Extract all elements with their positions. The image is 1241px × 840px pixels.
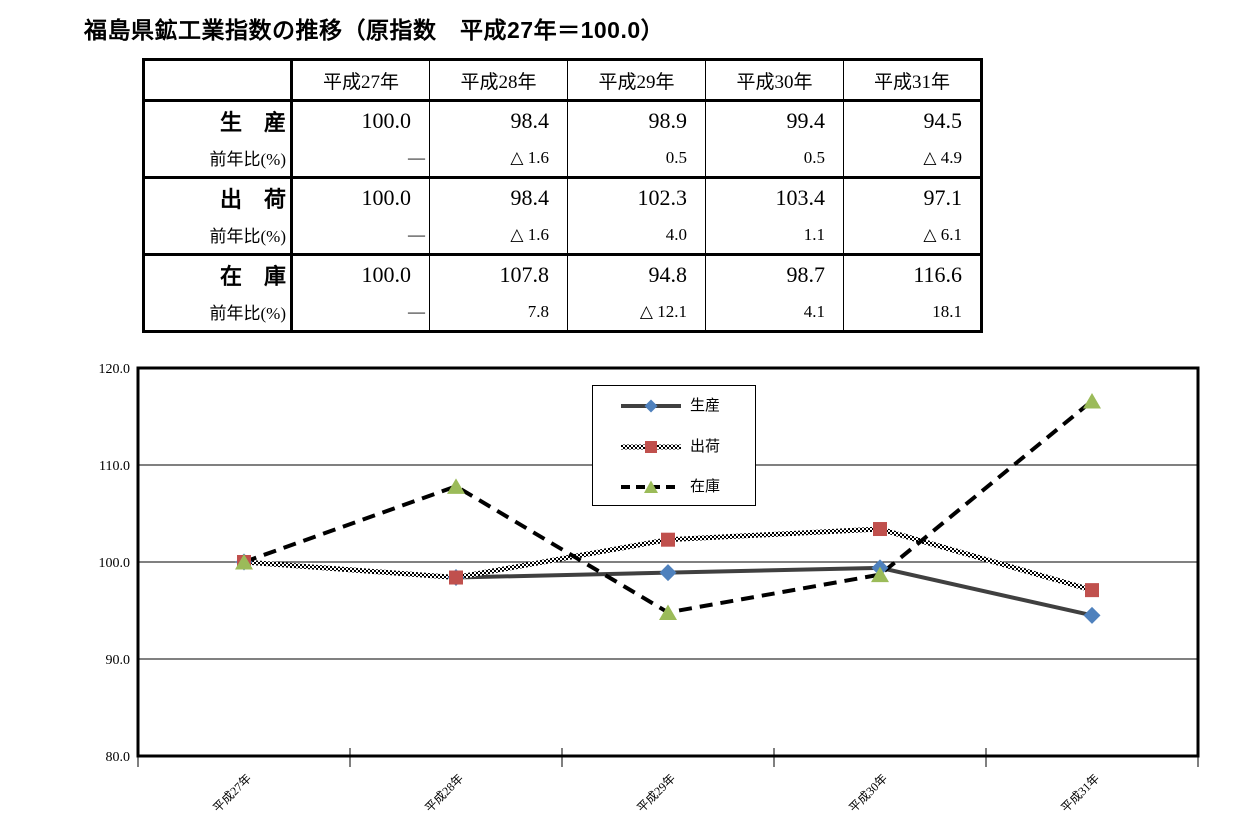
table-row-shipments: 出 荷 100.0 98.4 102.3 103.4 97.1 xyxy=(143,177,982,216)
table-row-inventory-yoy: 前年比(%) — 7.8 △ 12.1 4.1 18.1 xyxy=(143,293,982,332)
x-axis-label: 平成31年 xyxy=(1058,771,1102,815)
year-header: 平成30年 xyxy=(705,59,844,102)
cell-yoy: 4.0 xyxy=(567,216,706,256)
cell-value: 97.1 xyxy=(843,177,982,216)
row-label-inventory: 在 庫 xyxy=(143,254,293,293)
marker-shipments xyxy=(1085,583,1099,598)
table-corner-cell xyxy=(143,59,293,102)
marker-inventory xyxy=(659,604,677,620)
marker-inventory xyxy=(871,566,889,583)
page-title: 福島県鉱工業指数の推移（原指数 平成27年＝100.0） xyxy=(84,17,665,43)
cell-yoy: △ 1.6 xyxy=(429,139,568,179)
cell-value: 98.7 xyxy=(705,254,844,293)
x-axis-label: 平成28年 xyxy=(422,771,466,815)
cell-yoy: △ 1.6 xyxy=(429,216,568,256)
row-label-production: 生 産 xyxy=(143,100,293,139)
legend-sample-production xyxy=(621,399,681,413)
row-label-shipments: 出 荷 xyxy=(143,177,293,216)
y-axis-label: 100.0 xyxy=(99,556,131,571)
cell-value: 102.3 xyxy=(567,177,706,216)
cell-yoy: — xyxy=(291,293,430,332)
cell-value: 100.0 xyxy=(291,254,430,293)
cell-value: 99.4 xyxy=(705,100,844,139)
row-label-yoy: 前年比(%) xyxy=(143,139,293,179)
marker-inventory xyxy=(447,478,465,494)
year-header: 平成27年 xyxy=(291,59,430,102)
marker-production xyxy=(659,564,677,582)
cell-value: 100.0 xyxy=(291,100,430,139)
cell-yoy: 0.5 xyxy=(705,139,844,179)
cell-value: 116.6 xyxy=(843,254,982,293)
cell-yoy: 18.1 xyxy=(843,293,982,332)
cell-yoy: 1.1 xyxy=(705,216,844,256)
legend-label-production: 生産 xyxy=(690,398,721,414)
cell-value: 98.4 xyxy=(429,100,568,139)
y-axis-label: 80.0 xyxy=(106,750,131,765)
cell-yoy: △ 6.1 xyxy=(843,216,982,256)
year-header: 平成29年 xyxy=(567,59,706,102)
x-axis-label: 平成29年 xyxy=(634,771,678,815)
legend-sample-inventory xyxy=(621,480,681,493)
cell-value: 98.4 xyxy=(429,177,568,216)
chart-legend: 生産 出荷 在庫 xyxy=(592,385,756,506)
table-row-inventory: 在 庫 100.0 107.8 94.8 98.7 116.6 xyxy=(143,254,982,293)
cell-yoy: — xyxy=(291,216,430,256)
cell-yoy: 0.5 xyxy=(567,139,706,179)
cell-yoy: 7.8 xyxy=(429,293,568,332)
y-axis-label: 110.0 xyxy=(99,459,130,474)
cell-value: 94.5 xyxy=(843,100,982,139)
table-row-production-yoy: 前年比(%) — △ 1.6 0.5 0.5 △ 4.9 xyxy=(143,139,982,179)
cell-value: 100.0 xyxy=(291,177,430,216)
cell-yoy: — xyxy=(291,139,430,179)
marker-inventory xyxy=(1083,392,1101,409)
marker-shipments xyxy=(449,570,463,585)
marker-shipments xyxy=(873,522,887,537)
legend-item-shipments: 出荷 xyxy=(619,438,720,456)
table-row-production: 生 産 100.0 98.4 98.9 99.4 94.5 xyxy=(143,100,982,139)
marker-shipments xyxy=(661,532,675,547)
marker-inventory xyxy=(235,554,253,570)
legend-label-shipments: 出荷 xyxy=(690,439,721,455)
table-row-shipments-yoy: 前年比(%) — △ 1.6 4.0 1.1 △ 6.1 xyxy=(143,216,982,256)
cell-value: 103.4 xyxy=(705,177,844,216)
cell-value: 98.9 xyxy=(567,100,706,139)
table-header-row: 平成27年 平成28年 平成29年 平成30年 平成31年 xyxy=(143,59,982,102)
row-label-yoy: 前年比(%) xyxy=(143,293,293,332)
y-axis-label: 120.0 xyxy=(99,362,131,377)
year-header: 平成28年 xyxy=(429,59,568,102)
x-axis-label: 平成27年 xyxy=(210,771,254,815)
cell-yoy: 4.1 xyxy=(705,293,844,332)
line-chart: 80.0 90.0 100.0 110.0 120.0 平成27年 平成28年 平成29年 平成… xyxy=(99,362,1200,815)
y-axis-label: 90.0 xyxy=(106,653,131,668)
legend-label-inventory: 在庫 xyxy=(690,479,721,495)
legend-sample-shipments xyxy=(621,441,681,453)
cell-yoy: △ 12.1 xyxy=(567,293,706,332)
marker-production xyxy=(1083,606,1101,624)
row-label-yoy: 前年比(%) xyxy=(143,216,293,256)
plot-border xyxy=(136,366,1200,758)
legend-item-production: 生産 xyxy=(619,397,720,415)
cell-value: 94.8 xyxy=(567,254,706,293)
cell-value: 107.8 xyxy=(429,254,568,293)
legend-item-inventory: 在庫 xyxy=(619,478,720,496)
index-table: 平成27年 平成28年 平成29年 平成30年 平成31年 生 産 100.0 … xyxy=(142,58,983,333)
year-header: 平成31年 xyxy=(843,59,982,102)
x-axis-label: 平成30年 xyxy=(846,771,890,815)
cell-yoy: △ 4.9 xyxy=(843,139,982,179)
